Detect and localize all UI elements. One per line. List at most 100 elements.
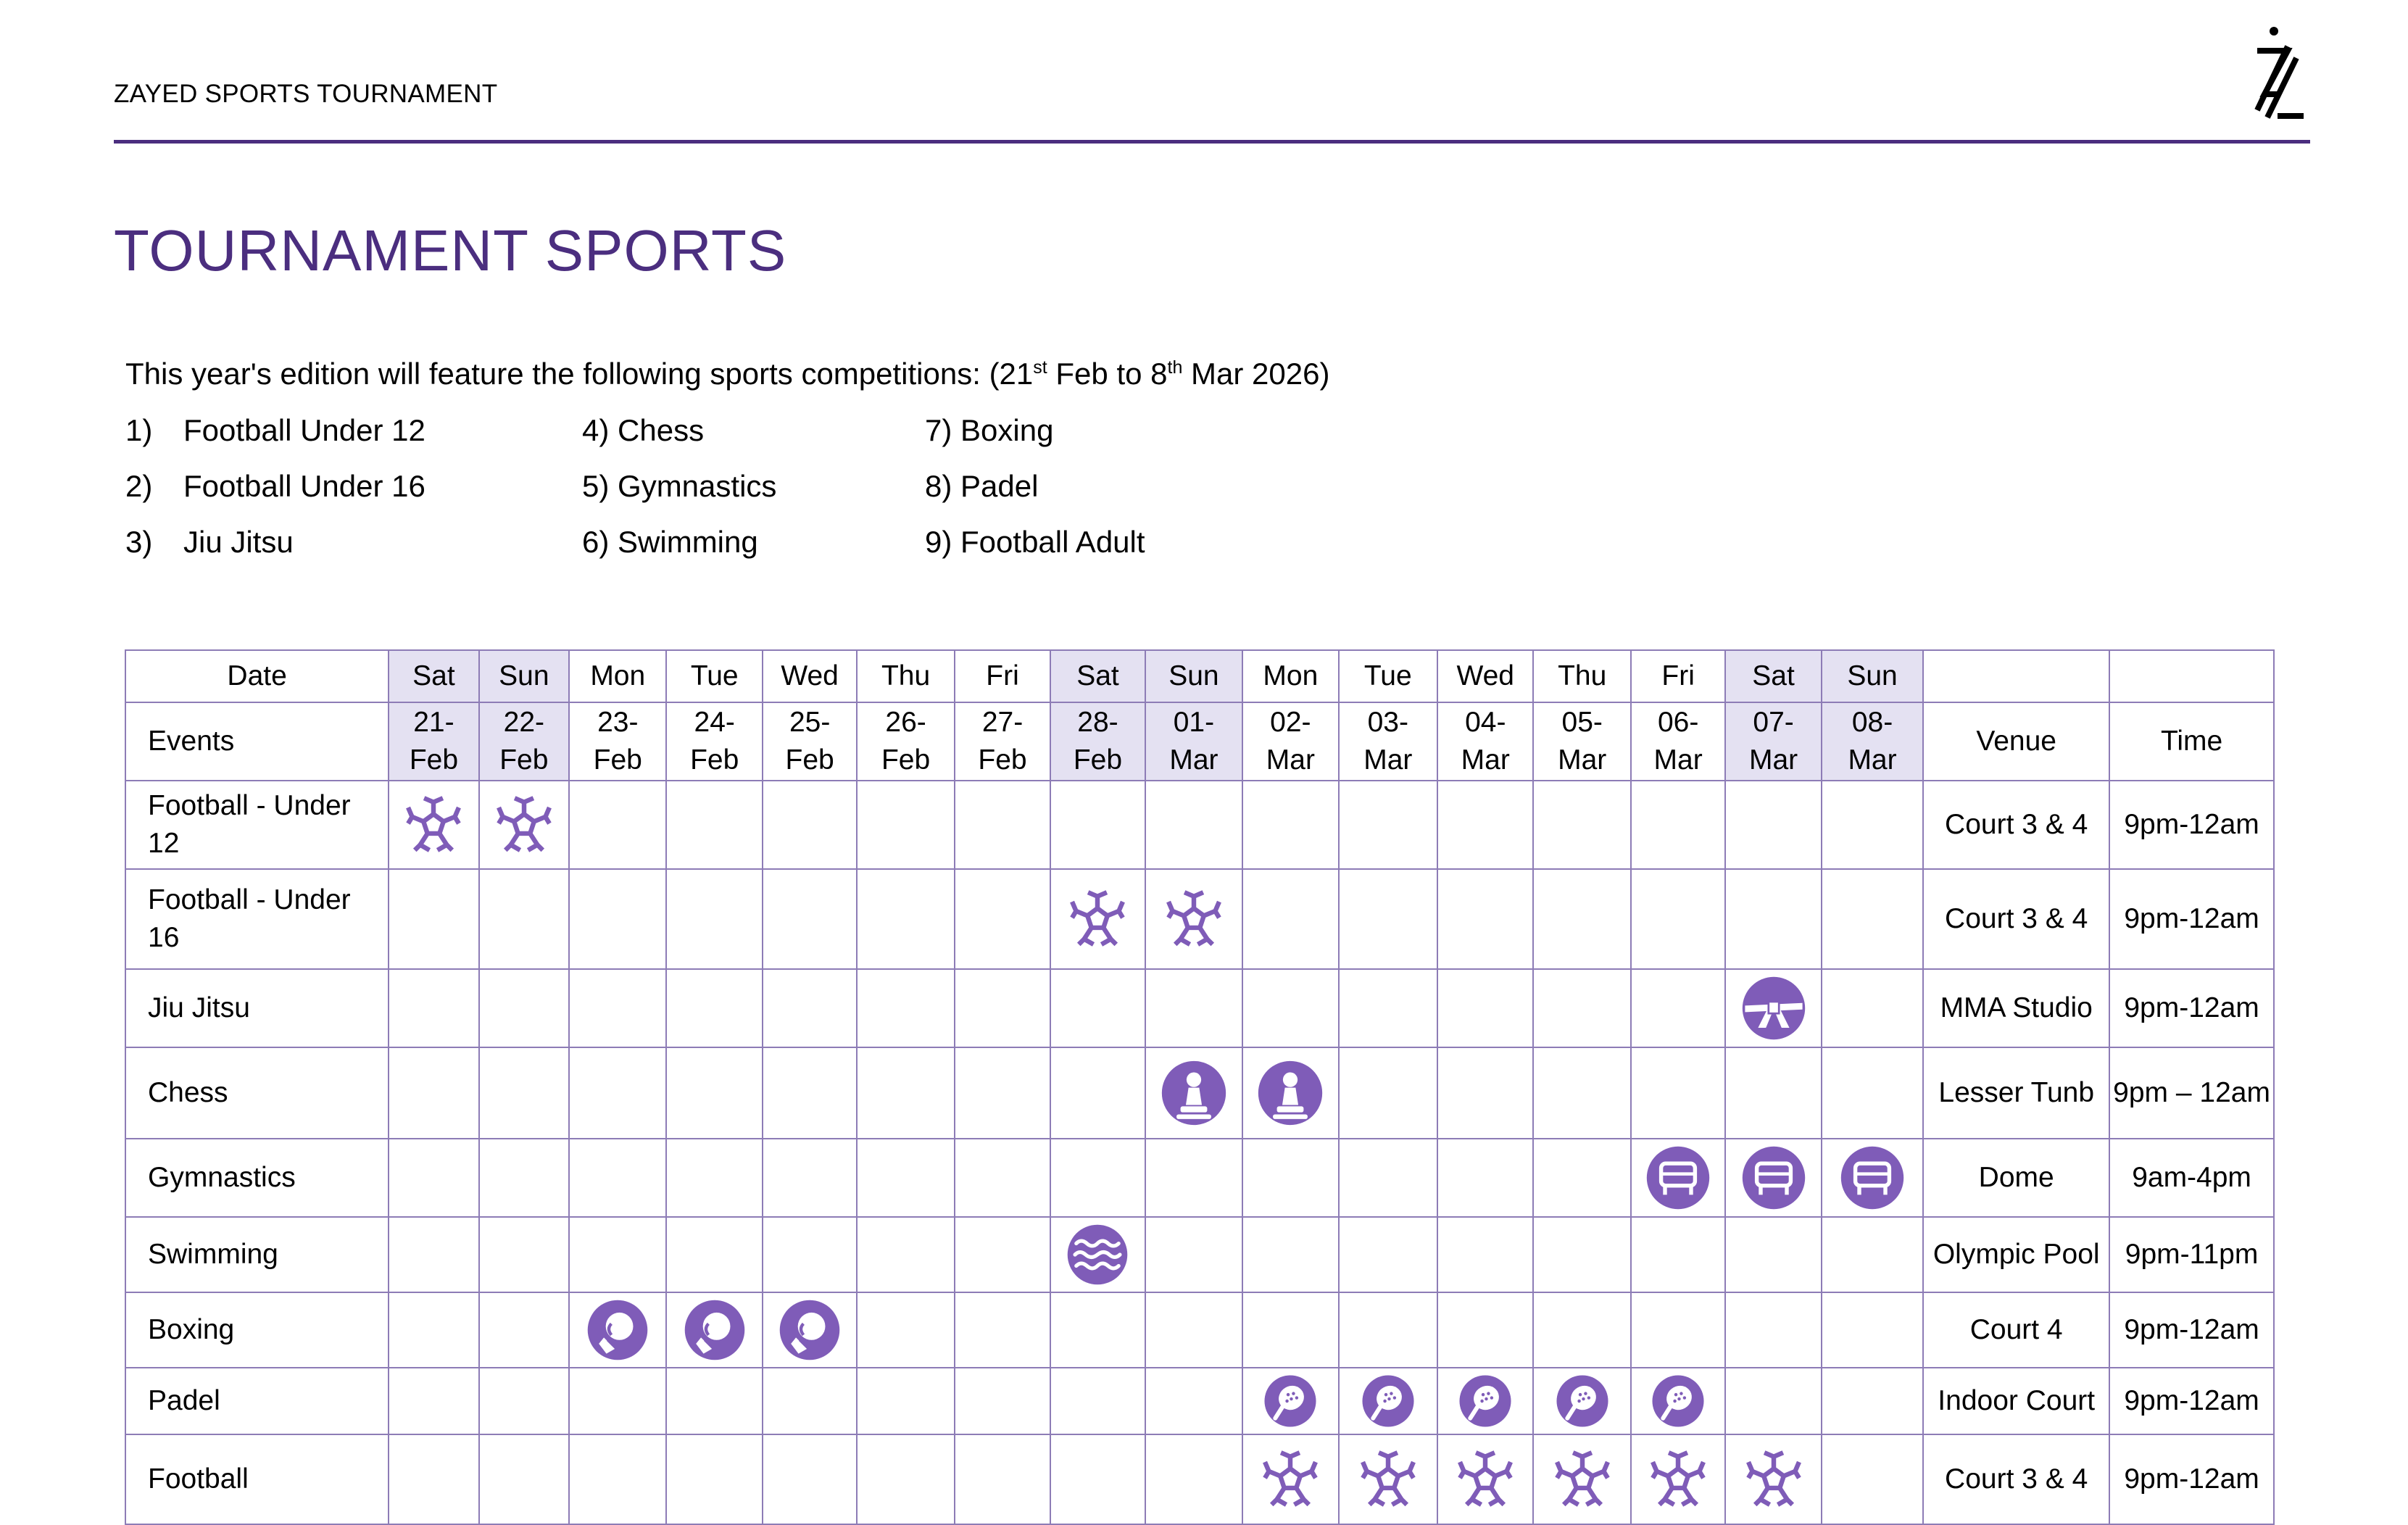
schedule-cell [1724, 1367, 1822, 1435]
event-name-cell: Football - Under 12 [124, 780, 390, 870]
schedule-cell [1144, 1292, 1244, 1368]
venue-cell: Court 3 & 4 [1922, 1434, 2111, 1525]
schedule-cell [1532, 1434, 1632, 1525]
schedule-cell [856, 1434, 955, 1525]
schedule-cell [761, 1047, 858, 1139]
schedule-cell [568, 1047, 668, 1139]
schedule-cell [665, 1367, 763, 1435]
schedule-cell [388, 1292, 480, 1368]
time-header-cell: Time [2109, 702, 2275, 781]
schedule-cell [1820, 968, 1925, 1048]
schedule-cell [1629, 1216, 1727, 1293]
day-of-week-cell: Sun [1820, 649, 1925, 703]
schedule-cell [1629, 1292, 1727, 1368]
football-icon [1064, 886, 1131, 952]
boxing-glove-icon [586, 1299, 649, 1361]
date-cell: 05- Mar [1532, 702, 1632, 781]
venue-cell: Dome [1922, 1138, 2111, 1218]
day-of-week-cell: Wed [1437, 649, 1535, 703]
time-header-blank [2109, 649, 2275, 703]
schedule-cell [568, 1138, 668, 1218]
schedule-cell [856, 968, 955, 1048]
day-of-week-cell: Sun [478, 649, 570, 703]
schedule-cell [856, 1367, 955, 1435]
date-cell: 23- Feb [568, 702, 668, 781]
schedule-cell [478, 1047, 570, 1139]
schedule-cell [1532, 1047, 1632, 1139]
schedule-cell [1820, 1138, 1925, 1218]
schedule-cell [1437, 868, 1535, 970]
schedule-cell [478, 780, 570, 870]
schedule-cell [1144, 1216, 1244, 1293]
schedule-cell [388, 1138, 480, 1218]
chess-pawn-icon [1257, 1060, 1324, 1126]
football-icon [491, 791, 557, 858]
logo-icon [2254, 27, 2304, 119]
football-icon [1355, 1446, 1421, 1513]
schedule-cell [1532, 1367, 1632, 1435]
schedule-cell [1144, 868, 1244, 970]
schedule-cell [665, 1138, 763, 1218]
table-row: Gymnastics Dome 9am-4pm [124, 1138, 2275, 1218]
schedule-cell [953, 868, 1052, 970]
schedule-cell [1532, 1292, 1632, 1368]
sport-list-item: 2) Football Under 16 [125, 469, 425, 503]
football-icon [400, 791, 467, 858]
sport-list-item: 6) Swimming [582, 525, 758, 559]
schedule-cell [761, 1292, 858, 1368]
schedule-cell [1532, 1216, 1632, 1293]
schedule-cell [1050, 868, 1146, 970]
schedule-cell [478, 1292, 570, 1368]
schedule-cell [1437, 1047, 1535, 1139]
day-of-week-cell: Sat [1724, 649, 1822, 703]
football-icon [1740, 1446, 1807, 1513]
boxing-glove-icon [779, 1299, 841, 1361]
schedule-cell [953, 1367, 1052, 1435]
schedule-cell [665, 1292, 763, 1368]
schedule-cell [478, 1434, 570, 1525]
day-of-week-cell: Thu [1532, 649, 1632, 703]
schedule-cell [1242, 1292, 1340, 1368]
schedule-cell [388, 1216, 480, 1293]
schedule-cell [568, 1216, 668, 1293]
schedule-cell [1437, 968, 1535, 1048]
date-cell: 27- Feb [953, 702, 1052, 781]
schedule-cell [1144, 1434, 1244, 1525]
schedule-cell [953, 968, 1052, 1048]
schedule-cell [388, 1047, 480, 1139]
schedule-cell [1337, 868, 1439, 970]
schedule-cell [478, 968, 570, 1048]
date-cell: 07- Mar [1724, 702, 1822, 781]
day-of-week-cell: Sat [388, 649, 480, 703]
schedule-cell [1437, 780, 1535, 870]
sport-list-item: 4) Chess [582, 413, 705, 447]
intro-text: This year's edition will feature the fol… [125, 357, 1330, 391]
schedule-cell [1337, 1047, 1439, 1139]
time-cell: 9pm-11pm [2109, 1216, 2275, 1293]
schedule-cell [388, 968, 480, 1048]
schedule-table: Date Sat Sun Mon Tue Wed Thu Fri Sat Sun Mon Tue Wed… [124, 649, 2275, 1525]
gymnastics-vault-icon [1645, 1145, 1711, 1210]
schedule-cell [761, 1216, 858, 1293]
padel-racket-icon [1458, 1374, 1512, 1428]
venue-cell: Lesser Tunb [1922, 1047, 2111, 1139]
padel-racket-icon [1361, 1374, 1415, 1428]
table-row: Swimming Olympic Pool 9pm-11pm [124, 1216, 2275, 1293]
schedule-cell [1629, 868, 1727, 970]
schedule-cell [1437, 1292, 1535, 1368]
event-name-cell: Gymnastics [124, 1138, 390, 1218]
day-of-week-cell: Sat [1050, 649, 1146, 703]
schedule-cell [568, 1292, 668, 1368]
time-cell: 9pm-12am [2109, 1367, 2275, 1435]
schedule-cell [1050, 1138, 1146, 1218]
schedule-cell [1050, 780, 1146, 870]
venue-header-cell: Venue [1922, 702, 2111, 781]
event-name-cell: Chess [124, 1047, 390, 1139]
schedule-cell [665, 1216, 763, 1293]
schedule-cell [1242, 1434, 1340, 1525]
schedule-cell [761, 1367, 858, 1435]
schedule-cell [478, 1138, 570, 1218]
schedule-cell [1337, 1367, 1439, 1435]
venue-cell: Court 3 & 4 [1922, 868, 2111, 970]
schedule-cell [761, 780, 858, 870]
